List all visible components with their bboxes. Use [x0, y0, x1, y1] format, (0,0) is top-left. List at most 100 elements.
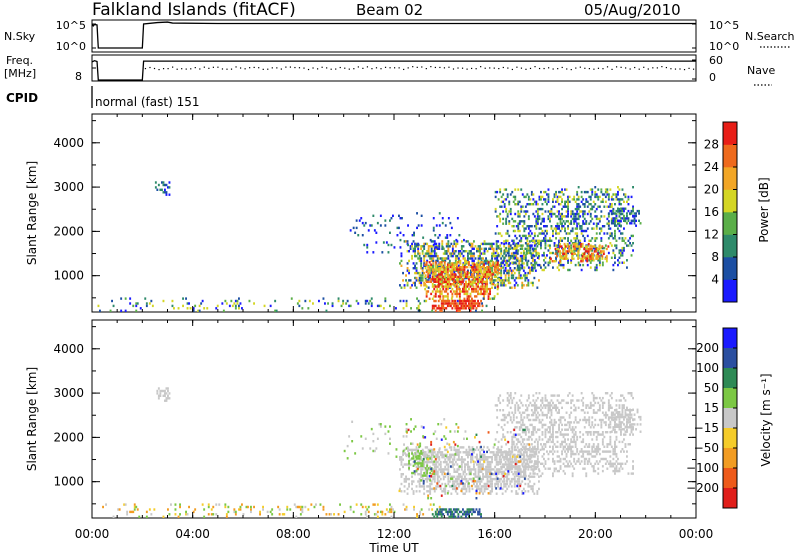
- data-cell: [615, 455, 618, 458]
- data-cell: [525, 250, 528, 253]
- data-cell: [523, 460, 526, 463]
- data-cell: [597, 423, 600, 427]
- data-cell: [421, 477, 424, 481]
- data-cell: [485, 242, 487, 246]
- data-cell: [424, 287, 427, 291]
- data-cell: [543, 239, 545, 242]
- data-cell: [481, 261, 484, 264]
- data-cell: [469, 285, 472, 288]
- data-cell: [547, 249, 550, 252]
- data-cell: [620, 431, 622, 434]
- data-cell: [513, 453, 516, 456]
- data-cell: [540, 222, 542, 225]
- data-cell: [499, 232, 502, 235]
- data-cell: [503, 203, 506, 206]
- data-cell: [532, 469, 535, 473]
- data-cell: [396, 234, 399, 237]
- data-cell: [415, 446, 418, 449]
- data-cell: [324, 302, 326, 305]
- data-cell: [491, 264, 493, 267]
- data-cell: [564, 465, 566, 468]
- data-cell: [477, 480, 480, 483]
- data-cell: [558, 239, 560, 242]
- data-cell: [571, 426, 574, 429]
- data-cell: [623, 217, 625, 220]
- data-cell: [452, 278, 455, 281]
- data-cell: [629, 242, 631, 245]
- data-cell: [588, 406, 591, 409]
- data-cell: [495, 492, 498, 495]
- data-cell: [492, 250, 495, 253]
- data-cell: [610, 416, 613, 419]
- data-cell: [446, 280, 449, 283]
- data-cell: [597, 401, 600, 405]
- data-cell: [241, 307, 243, 310]
- data-cell: [489, 477, 492, 481]
- data-cell: [494, 473, 497, 476]
- data-cell: [555, 404, 557, 407]
- data-cell: [612, 428, 615, 431]
- data-cell: [621, 207, 624, 210]
- data-cell: [482, 475, 484, 478]
- data-cell: [561, 222, 563, 225]
- data-cell: [462, 268, 464, 271]
- data-cell: [538, 207, 541, 211]
- data-cell: [364, 302, 367, 305]
- data-cell: [493, 265, 496, 269]
- data-cell: [518, 399, 521, 402]
- data-cell: [544, 198, 547, 201]
- data-cell: [620, 428, 622, 431]
- data-cell: [443, 278, 446, 281]
- data-cell: [565, 448, 568, 451]
- data-cell: [415, 267, 418, 270]
- data-cell: [489, 281, 492, 285]
- data-cell: [626, 200, 628, 203]
- data-cell: [617, 413, 619, 416]
- data-cell: [464, 482, 466, 486]
- data-cell: [436, 470, 439, 473]
- data-cell: [567, 227, 569, 230]
- data-cell: [464, 259, 466, 263]
- data-cell: [427, 254, 430, 258]
- data-cell: [519, 267, 522, 270]
- data-cell: [526, 263, 529, 267]
- data-cell: [327, 302, 329, 305]
- data-cell: [518, 212, 521, 216]
- data-cell: [550, 433, 553, 436]
- data-cell: [532, 263, 535, 267]
- data-cell: [450, 262, 453, 265]
- data-cell: [511, 438, 514, 441]
- data-cell: [468, 283, 470, 286]
- colorbar-tick-label: 8: [711, 250, 719, 264]
- data-cell: [526, 399, 529, 402]
- data-cell: [518, 215, 521, 218]
- data-cell: [544, 234, 547, 238]
- data-cell: [618, 256, 621, 259]
- data-cell: [520, 448, 523, 451]
- velocity-plot-frame: [91, 319, 697, 519]
- data-cell: [617, 222, 619, 225]
- data-cell: [604, 413, 607, 417]
- data-cell: [618, 399, 621, 402]
- data-cell: [580, 225, 583, 228]
- data-cell: [559, 445, 562, 448]
- data-cell: [580, 254, 583, 257]
- data-cell: [120, 309, 123, 312]
- data-cell: [485, 475, 487, 478]
- data-cell: [408, 482, 410, 486]
- data-cell: [485, 485, 487, 488]
- data-cell: [402, 307, 405, 310]
- data-cell: [515, 203, 518, 206]
- data-cell: [615, 411, 618, 414]
- data-cell: [515, 470, 518, 473]
- data-cell: [433, 284, 436, 287]
- data-cell: [504, 490, 507, 493]
- data-cell: [436, 285, 439, 288]
- data-cell: [636, 408, 639, 411]
- data-cell: [595, 207, 598, 211]
- nave-tick-top: 60: [709, 54, 723, 67]
- data-cell: [527, 482, 530, 486]
- data-cell: [494, 458, 497, 461]
- data-cell: [570, 406, 573, 409]
- data-cell: [420, 468, 423, 471]
